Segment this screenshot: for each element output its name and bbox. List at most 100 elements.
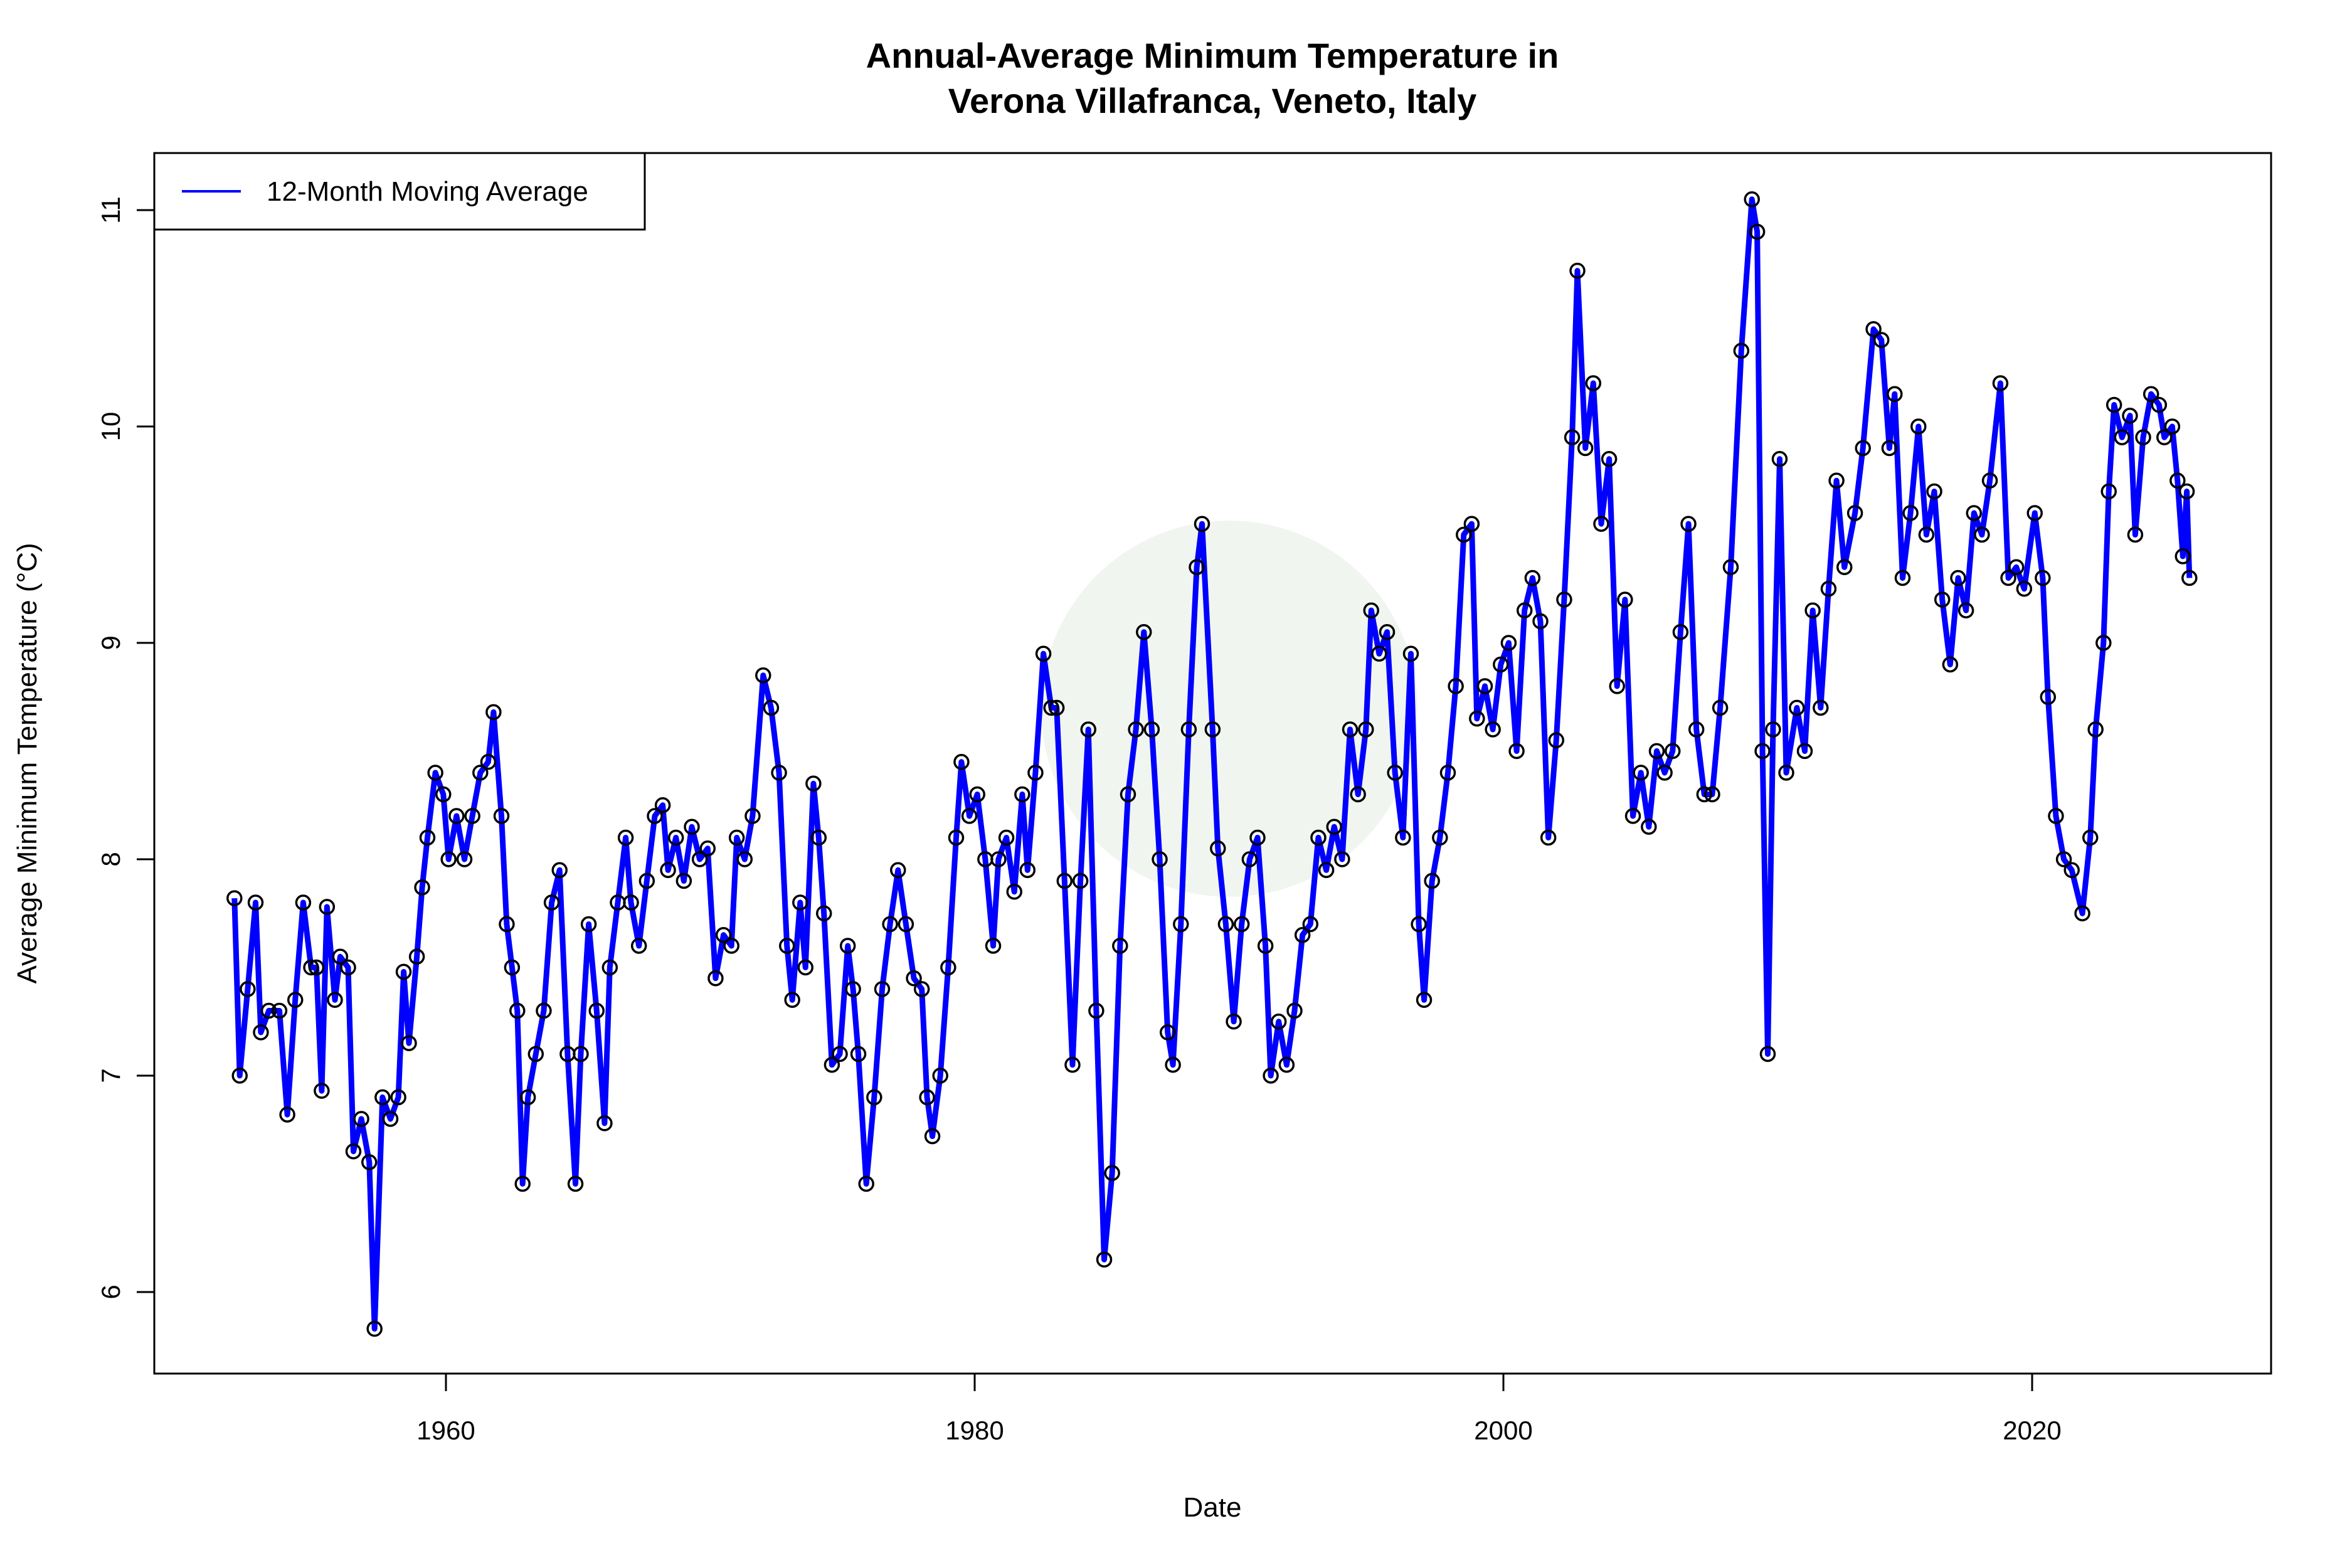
data-point [253, 1024, 269, 1041]
data-point [1493, 656, 1509, 673]
data-point [1072, 872, 1089, 889]
data-point [314, 1083, 330, 1099]
data-point [1754, 743, 1771, 760]
data-point [2000, 569, 2016, 586]
data-point [675, 872, 692, 889]
data-point [279, 1106, 295, 1123]
data-point [1656, 765, 1673, 781]
data-point [1416, 992, 1433, 1008]
data-point [1665, 743, 1681, 760]
data-point [810, 829, 827, 846]
data-point [1934, 591, 1951, 608]
data-point [2035, 569, 2051, 586]
data-point [260, 1002, 277, 1019]
data-point [2114, 429, 2131, 445]
data-point [1516, 602, 1533, 618]
y-tick-label: 9 [96, 635, 125, 650]
data-point [1006, 884, 1022, 900]
data-point [845, 981, 861, 997]
data-point [1226, 1014, 1242, 1030]
data-point [684, 818, 700, 835]
data-point [1894, 569, 1911, 586]
data-point [919, 1089, 935, 1106]
data-point [1974, 526, 1990, 543]
data-point [1966, 505, 1983, 521]
data-point [1411, 916, 1427, 933]
data-point [778, 938, 795, 954]
chart-title-line-2: Verona Villafranca, Veneto, Italy [948, 81, 1476, 120]
data-point [2016, 581, 2033, 597]
data-point [1585, 375, 1602, 391]
data-point [1577, 440, 1594, 457]
data-point [1712, 699, 1729, 716]
data-point [874, 981, 891, 997]
data-point [1257, 938, 1274, 954]
data-point [226, 890, 243, 906]
x-tick-label: 1960 [416, 1416, 475, 1445]
data-point [699, 840, 716, 857]
data-point [2055, 851, 2072, 867]
data-point [940, 959, 956, 976]
data-point [2074, 905, 2090, 921]
data-point [890, 862, 906, 878]
data-point [623, 894, 639, 911]
data-point [493, 808, 510, 824]
data-point [1881, 440, 1898, 457]
data-point [1104, 1165, 1120, 1181]
data-point [1439, 765, 1456, 781]
data-point [1173, 916, 1189, 933]
y-tick-label: 7 [96, 1068, 125, 1083]
data-point [1371, 645, 1387, 662]
data-point [2100, 483, 2117, 500]
data-point [1532, 613, 1549, 630]
data-point [647, 808, 663, 824]
data-point [1180, 721, 1197, 738]
data-point [755, 667, 771, 684]
data-point [382, 1111, 399, 1127]
data-point [567, 1175, 584, 1192]
data-point [630, 938, 647, 954]
data-point [1019, 862, 1036, 878]
data-point [906, 970, 922, 987]
data-point [866, 1089, 882, 1106]
data-point [667, 829, 684, 846]
data-point [2063, 862, 2080, 878]
data-point [1210, 840, 1226, 857]
data-point [1379, 624, 1396, 640]
data-point [1926, 483, 1942, 500]
data-point [1593, 516, 1609, 532]
data-point [419, 829, 436, 846]
data-point [1088, 1002, 1104, 1019]
data-point [536, 1002, 552, 1019]
data-point [832, 1046, 848, 1062]
y-tick-label: 10 [96, 412, 125, 442]
legend: 12-Month Moving Average [153, 152, 646, 231]
data-point [932, 1067, 948, 1084]
data-point [1278, 1057, 1295, 1073]
data-point [1048, 699, 1065, 716]
data-point [1641, 818, 1657, 835]
data-point [353, 1111, 369, 1127]
data-point [2135, 429, 2151, 445]
x-tick-label: 2000 [1474, 1416, 1532, 1445]
data-point [247, 894, 264, 911]
data-point [1524, 569, 1541, 586]
data-point [1064, 1057, 1081, 1073]
data-point [1813, 699, 1829, 716]
data-point [1342, 721, 1359, 738]
data-point [1992, 375, 2009, 391]
y-tick-label: 11 [96, 196, 125, 224]
data-point [948, 829, 965, 846]
data-point [2169, 472, 2186, 489]
data-point [1902, 505, 1919, 521]
data-point [1128, 721, 1144, 738]
data-point [2164, 418, 2181, 435]
data-point [2026, 505, 2043, 521]
data-point [2151, 396, 2168, 413]
x-axis-label: Date [1184, 1492, 1242, 1523]
data-point [1564, 429, 1581, 445]
data-point [345, 1143, 362, 1160]
data-point [1672, 624, 1689, 640]
data-point [961, 808, 978, 824]
data-point [543, 894, 560, 911]
